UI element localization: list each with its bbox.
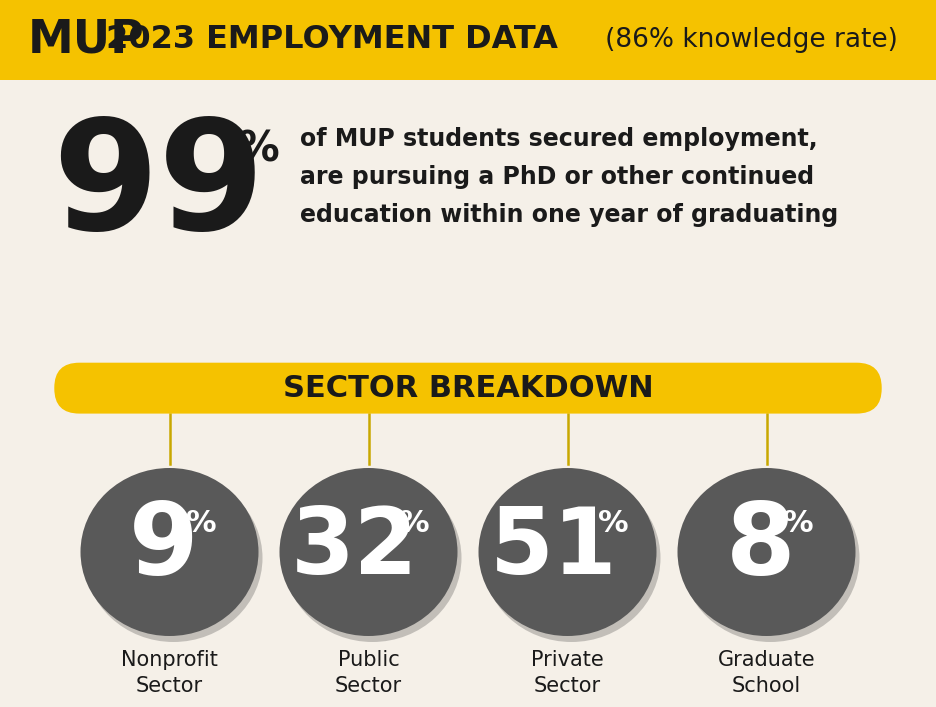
Text: education within one year of graduating: education within one year of graduating [300,203,839,227]
Text: MUP: MUP [28,18,145,62]
Text: of MUP students secured employment,: of MUP students secured employment, [300,127,818,151]
Text: %: % [598,510,629,539]
Text: 99: 99 [52,112,265,262]
Text: %: % [186,510,217,539]
FancyBboxPatch shape [0,0,936,80]
Ellipse shape [681,474,859,642]
Ellipse shape [84,474,262,642]
Text: %: % [238,129,280,171]
Text: %: % [783,510,813,539]
Text: Graduate
School: Graduate School [718,650,815,696]
Ellipse shape [80,468,258,636]
Text: 32: 32 [291,503,418,593]
Text: 2023 EMPLOYMENT DATA: 2023 EMPLOYMENT DATA [95,25,558,55]
Text: 51: 51 [490,503,617,593]
Ellipse shape [280,468,458,636]
Ellipse shape [478,468,656,636]
Text: SECTOR BREAKDOWN: SECTOR BREAKDOWN [283,373,653,403]
Text: Nonprofit
Sector: Nonprofit Sector [121,650,218,696]
Ellipse shape [284,474,461,642]
Ellipse shape [482,474,661,642]
FancyBboxPatch shape [54,363,882,414]
Text: 8: 8 [725,500,796,597]
Text: are pursuing a PhD or other continued: are pursuing a PhD or other continued [300,165,814,189]
Text: Public
Sector: Public Sector [335,650,402,696]
Text: 9: 9 [129,500,198,597]
Ellipse shape [678,468,856,636]
Text: (86% knowledge rate): (86% knowledge rate) [580,27,898,53]
Text: %: % [399,510,430,539]
Text: Private
Sector: Private Sector [531,650,604,696]
